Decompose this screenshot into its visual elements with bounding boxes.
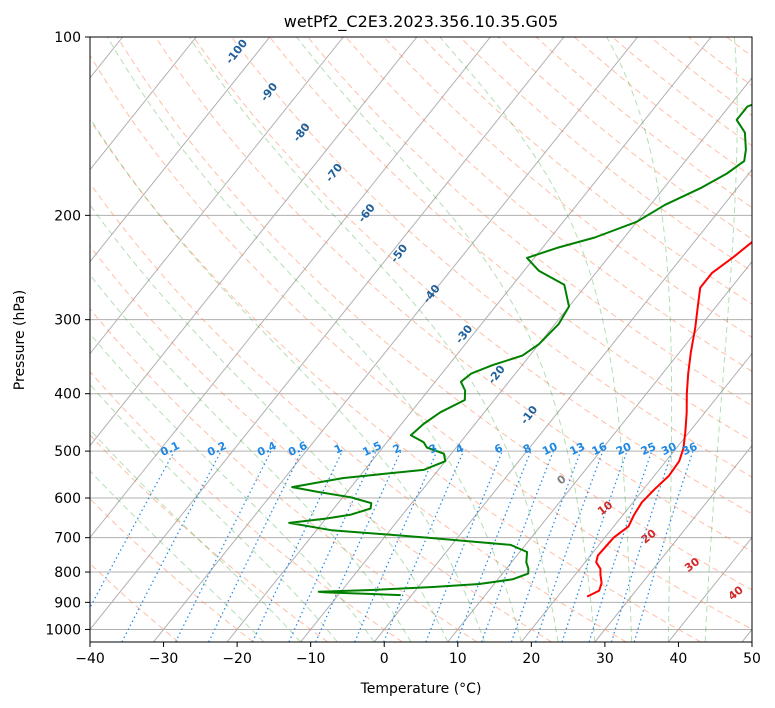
y-tick-label: 900 bbox=[54, 595, 81, 611]
y-tick-label: 300 bbox=[54, 313, 81, 329]
y-tick-label: 1000 bbox=[45, 622, 81, 638]
mixing-ratio-label: 16 bbox=[590, 440, 610, 458]
mixing-ratio-line bbox=[121, 450, 222, 642]
x-tick-label: 50 bbox=[743, 651, 761, 667]
moist-adiabat-line bbox=[90, 274, 412, 642]
x-tick-label: 30 bbox=[596, 651, 614, 667]
isotherm-line bbox=[90, 37, 197, 171]
moist-adiabat-line bbox=[90, 428, 301, 642]
isotherm-line bbox=[153, 37, 638, 642]
dry-adiabat-line bbox=[612, 37, 752, 147]
moist-adiabat-line bbox=[704, 37, 738, 642]
x-tick-label: −20 bbox=[222, 651, 252, 667]
y-axis-ticks: 100 200 300 400 500 600 700 800 900 1000 bbox=[45, 30, 90, 638]
y-axis-label: Pressure (hPa) bbox=[12, 290, 28, 390]
y-tick-label: 800 bbox=[54, 565, 81, 581]
isotherm-line bbox=[90, 37, 271, 263]
isotherm-line bbox=[668, 536, 752, 642]
mixing-ratio-line bbox=[315, 450, 402, 642]
mixing-ratio-line bbox=[251, 450, 343, 642]
moist-adiabat-line bbox=[90, 203, 449, 642]
moist-adiabat-line bbox=[90, 332, 375, 642]
dry-adiabat-line bbox=[90, 182, 627, 642]
x-tick-label: 40 bbox=[670, 651, 688, 667]
dry-adiabat-line bbox=[90, 245, 552, 642]
dry-adiabat-line bbox=[90, 434, 329, 642]
mixing-ratio-line bbox=[481, 450, 554, 642]
mixing-ratio-line bbox=[456, 450, 532, 642]
y-tick-label: 400 bbox=[54, 387, 81, 403]
mixing-ratio-line bbox=[425, 450, 503, 642]
moist-adiabat-line bbox=[296, 37, 596, 642]
isotherm-line bbox=[447, 260, 752, 642]
isotherm-line bbox=[90, 37, 344, 355]
moist-adiabat-line bbox=[439, 37, 633, 642]
y-tick-label: 500 bbox=[54, 444, 81, 460]
x-tick-label: 0 bbox=[380, 651, 389, 667]
temperature-profile-line bbox=[586, 240, 752, 598]
dry-adiabat-line bbox=[307, 37, 752, 407]
isotherm-line bbox=[90, 37, 491, 539]
x-tick-label: −10 bbox=[296, 651, 326, 667]
profile-series bbox=[288, 103, 752, 598]
moist-adiabat-line bbox=[188, 37, 559, 642]
mixing-ratio-line bbox=[175, 450, 272, 642]
dry-adiabat-line bbox=[155, 37, 752, 553]
mixing-ratio-line bbox=[90, 450, 175, 609]
y-tick-label: 700 bbox=[54, 531, 81, 547]
mixing-ratio-label: 10 bbox=[540, 440, 560, 458]
plot-frame bbox=[89, 36, 753, 643]
mixing-ratio-line bbox=[588, 450, 653, 642]
mixing-ratio-label: 25 bbox=[639, 440, 658, 458]
mixing-ratio-label: 30 bbox=[659, 440, 679, 458]
moist-adiabat-line bbox=[90, 117, 485, 642]
isotherm-line bbox=[373, 168, 752, 642]
y-tick-label: 100 bbox=[54, 30, 81, 46]
moist-adiabat-line bbox=[606, 37, 673, 642]
dry-adiabat-line bbox=[193, 37, 752, 515]
mixing-ratio-line bbox=[288, 450, 377, 642]
dewpoint-profile-line bbox=[288, 103, 752, 597]
x-tick-label: −30 bbox=[149, 651, 179, 667]
dry-adiabat-line bbox=[421, 37, 752, 305]
dry-adiabat-line bbox=[90, 308, 478, 642]
isotherm-line bbox=[594, 444, 752, 642]
dry-adiabat-line bbox=[269, 37, 752, 442]
x-tick-label: −40 bbox=[75, 651, 105, 667]
mixing-ratio-line bbox=[633, 450, 694, 642]
mixing-ratio-label: 36 bbox=[680, 440, 700, 458]
dry-adiabat-line bbox=[90, 118, 702, 642]
mixing-ratio-line bbox=[208, 450, 303, 642]
mixing-ratio-label: 20 bbox=[614, 440, 634, 458]
chart-title: wetPf2_C2E3.2023.356.10.35.G05 bbox=[284, 12, 558, 32]
isotherm-line bbox=[520, 352, 752, 642]
x-axis-ticks: −40 −30 −20 −10 0 10 20 30 40 50 bbox=[75, 642, 761, 667]
grid-layer bbox=[90, 37, 752, 642]
x-axis-label: Temperature (°C) bbox=[360, 681, 482, 697]
mixing-ratio-label: 13 bbox=[568, 440, 587, 458]
y-tick-label: 600 bbox=[54, 491, 81, 507]
isotherm-line bbox=[90, 37, 418, 447]
moist-adiabat-line bbox=[90, 470, 265, 642]
x-tick-label: 20 bbox=[522, 651, 540, 667]
dry-adiabat-line bbox=[459, 37, 752, 272]
mixing-ratio-line bbox=[354, 450, 438, 642]
moist-adiabat-line bbox=[106, 37, 522, 642]
isotherm-line bbox=[90, 37, 565, 631]
moist-adiabat-line bbox=[90, 383, 338, 642]
dry-adiabat-line bbox=[383, 37, 752, 338]
x-tick-label: 10 bbox=[449, 651, 467, 667]
mixing-ratio-line bbox=[610, 450, 673, 642]
isotherm-line bbox=[226, 37, 712, 642]
dry-adiabat-line bbox=[90, 54, 752, 630]
y-tick-label: 200 bbox=[54, 208, 81, 224]
